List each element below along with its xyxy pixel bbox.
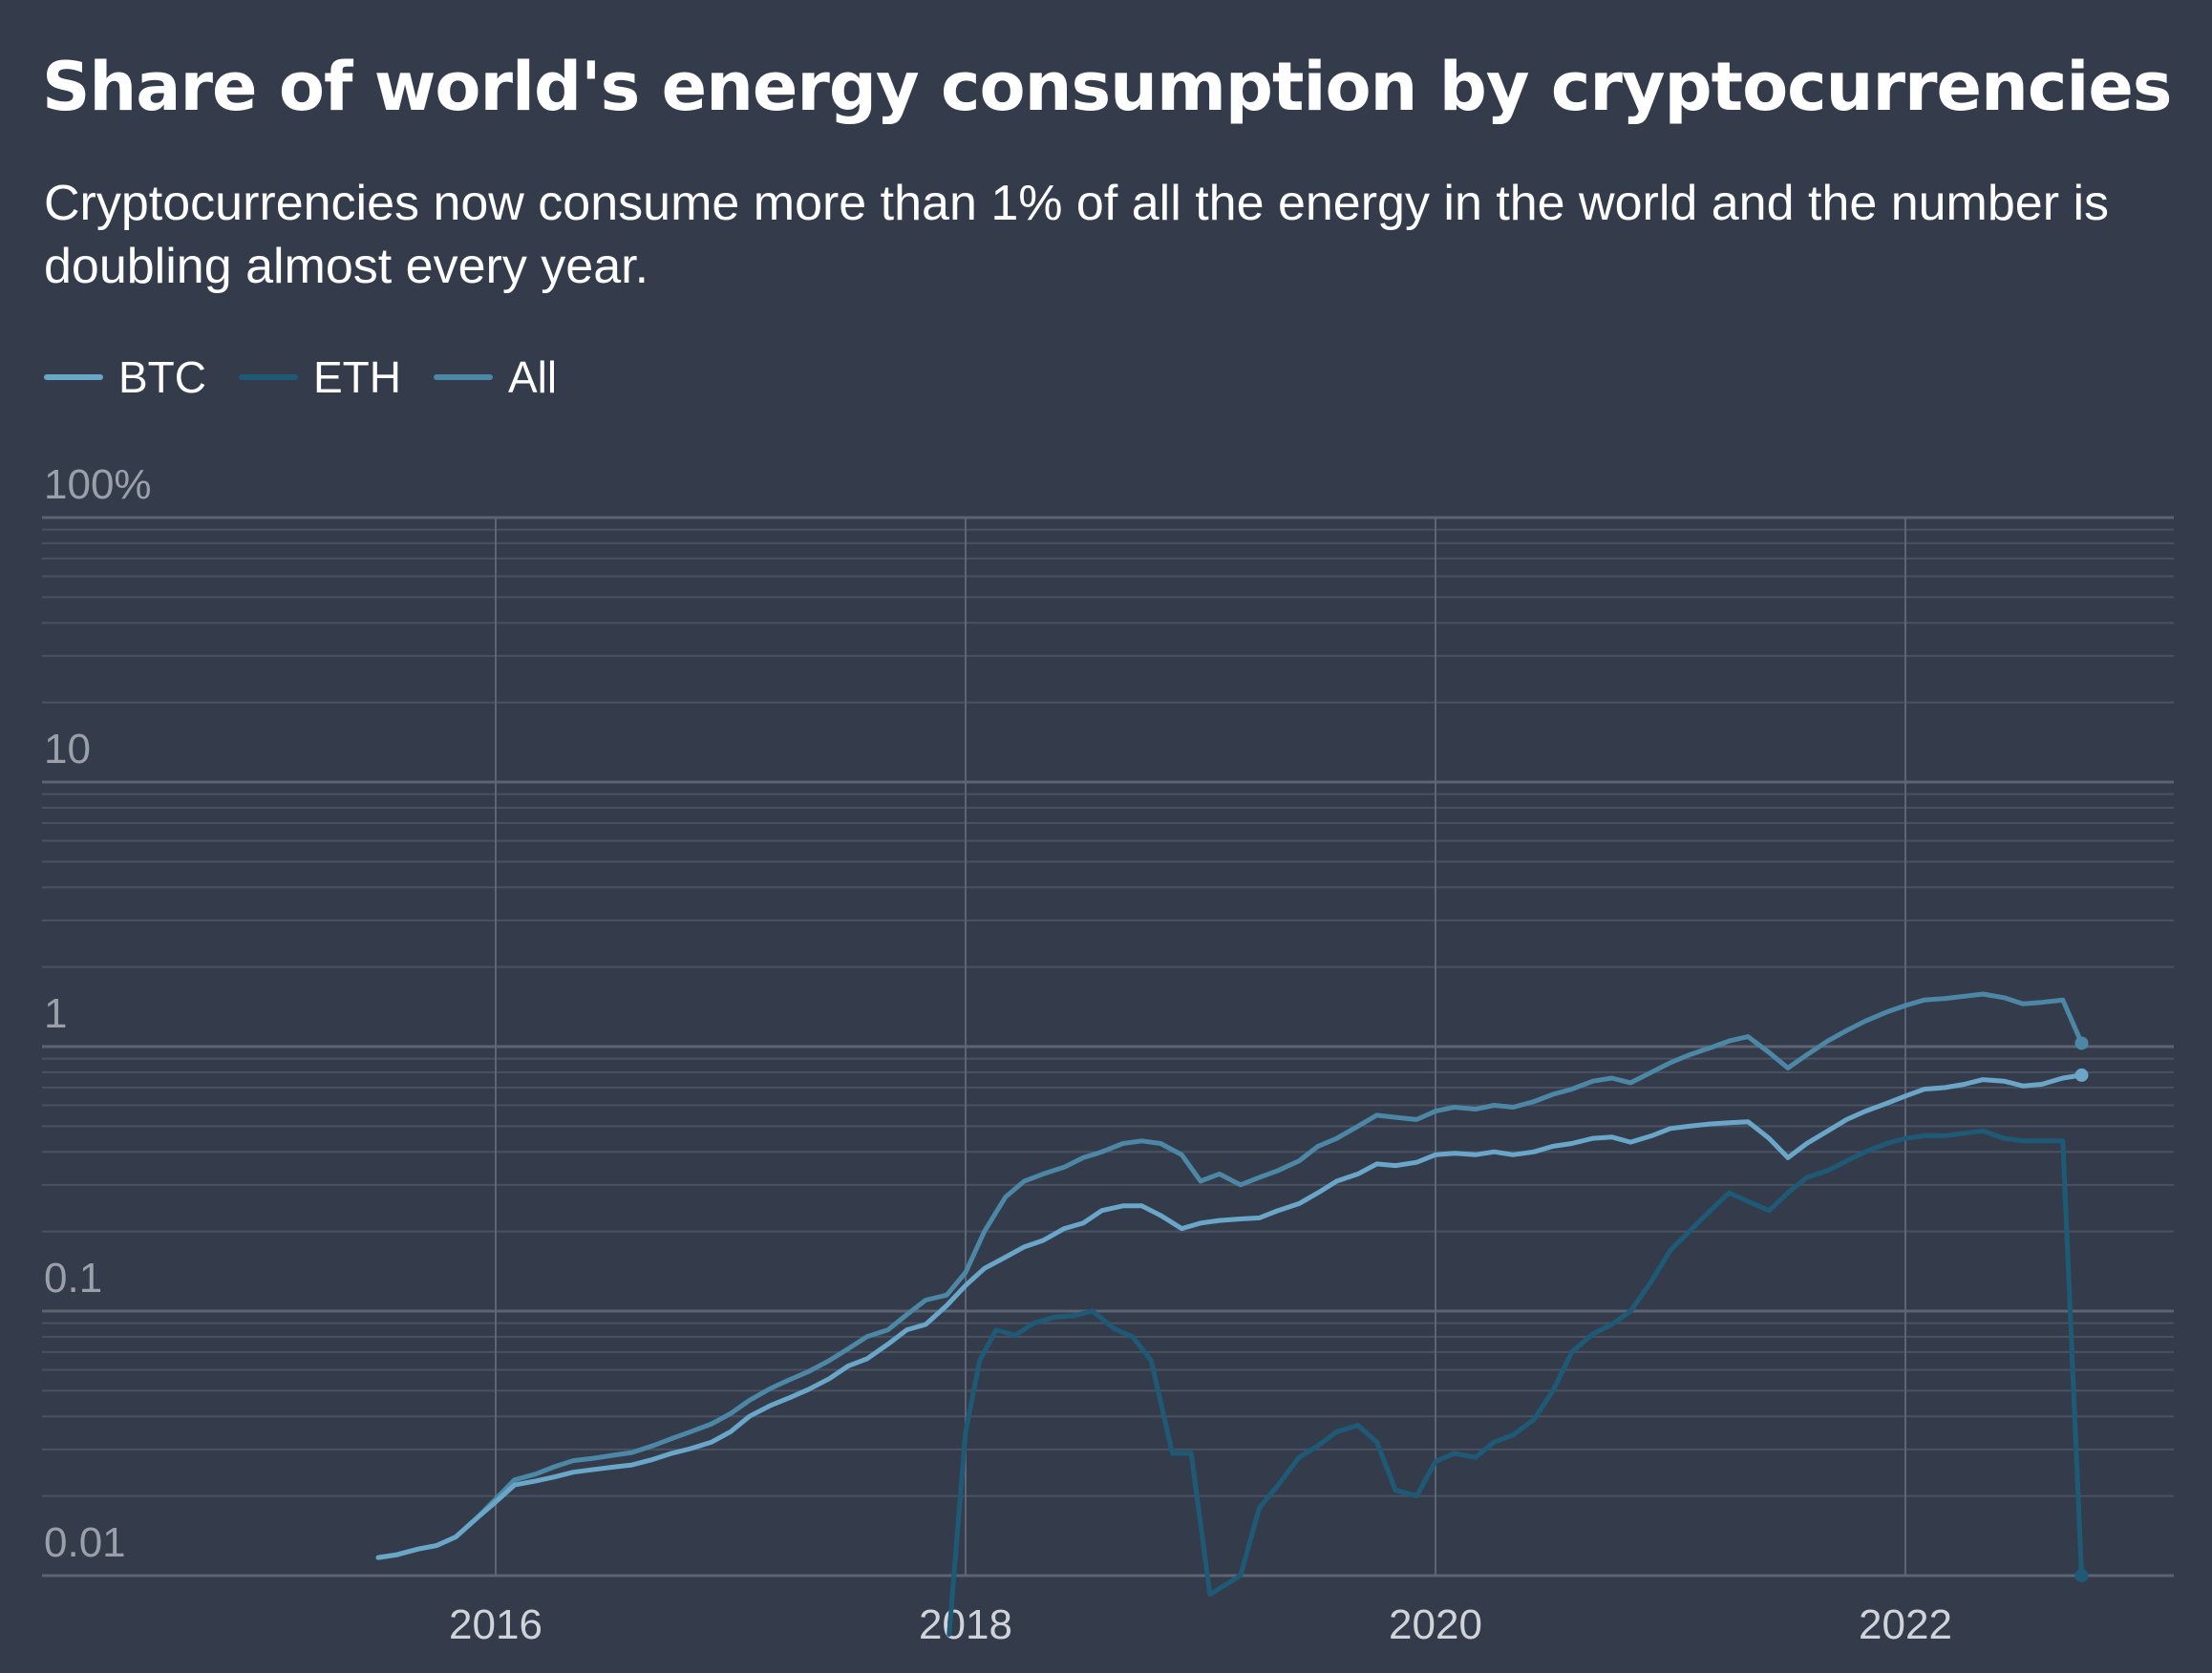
- legend-swatch-eth: [239, 374, 298, 380]
- series-line-btc: [375, 1072, 2084, 1560]
- legend-swatch-btc: [44, 374, 103, 380]
- x-tick-label: 2022: [1859, 1601, 1952, 1648]
- y-tick-label: 10: [44, 726, 91, 773]
- chart-title: Share of world's energy consumption by c…: [42, 48, 2172, 126]
- x-tick-label: 2016: [449, 1601, 542, 1648]
- x-gridlines: [495, 518, 1906, 1576]
- chart-subtitle: Cryptocurrencies now consume more than 1…: [44, 176, 2110, 294]
- legend-swatch-all: [434, 374, 493, 380]
- legend-label-all: All: [508, 352, 558, 402]
- y-tick-label: 100%: [44, 461, 152, 508]
- series-end-point-btc: [2074, 1068, 2089, 1082]
- legend-item-eth[interactable]: ETH: [239, 349, 401, 406]
- y-tick-label: 1: [44, 990, 67, 1037]
- x-tick-label: 2018: [919, 1601, 1012, 1648]
- legend-label-btc: BTC: [118, 352, 206, 402]
- chart-legend: BTC ETH All: [44, 344, 589, 411]
- y-tick-label: 0.1: [44, 1255, 102, 1302]
- series-end-point-eth: [2074, 1569, 2089, 1582]
- x-axis-ticks: 2016 2018 2020 2022: [449, 1601, 1952, 1648]
- y-axis-ticks: 100% 10 1 0.1 0.01: [44, 461, 152, 1566]
- minor-gridlines: [42, 528, 2174, 1497]
- series-line-all: [375, 991, 2084, 1560]
- legend-item-btc[interactable]: BTC: [44, 349, 206, 406]
- series-line-eth: [946, 1128, 2084, 1637]
- legend-item-all[interactable]: All: [434, 349, 557, 406]
- legend-label-eth: ETH: [313, 352, 401, 402]
- series-end-point-all: [2074, 1036, 2089, 1050]
- series-lines: [375, 991, 2084, 1637]
- y-tick-label: 0.01: [44, 1519, 126, 1566]
- series-end-markers: [2074, 1036, 2089, 1582]
- x-tick-label: 2020: [1389, 1601, 1482, 1648]
